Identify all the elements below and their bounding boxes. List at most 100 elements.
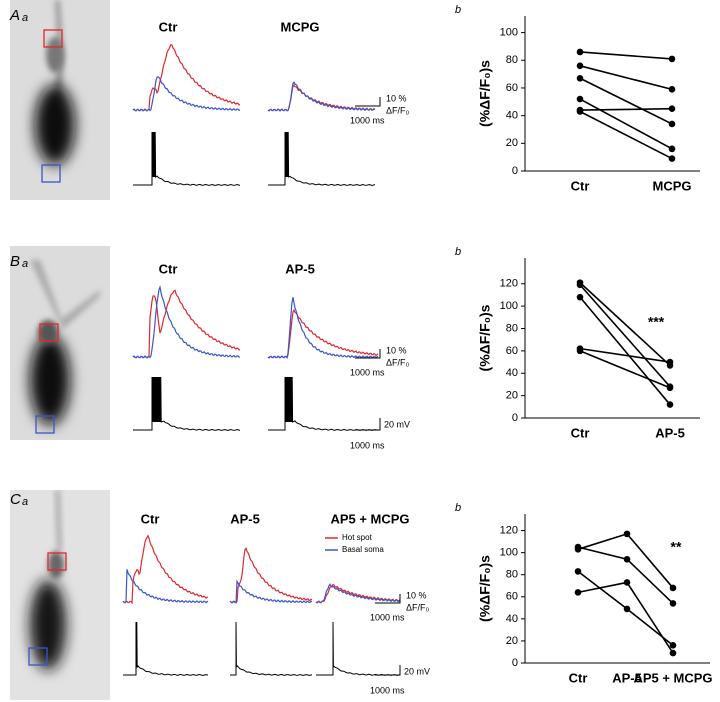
y-tick-label: 40 [506,110,518,122]
voltage-trace [316,621,401,676]
condition-label: AP-5 [230,511,260,526]
y-tick-label: 80 [506,54,518,66]
scale-bar [355,349,381,359]
data-point [576,293,584,301]
data-point [669,649,677,657]
soma-trace [132,76,241,112]
paired-line [577,546,674,604]
soma-trace [267,297,379,360]
condition-label: Ctr [141,511,160,526]
y-tick-label: 0 [512,165,518,177]
y-tick-label: 80 [506,569,518,581]
data-point [666,358,674,366]
x-tick-label: AP-5 [655,425,685,440]
panel-sub: b [455,502,461,514]
data-point [668,145,676,153]
scale-bar [375,665,401,676]
scale-label: ΔF/F₀ [386,105,410,115]
x-tick-label: MCPG [653,178,692,193]
chart: b 0 20 40 60 80 100 120 (%ΔF/F₀)s Ctr AP-5 *** [455,246,700,440]
scale-label: 1000 ms [350,440,385,450]
panel-letter: B [10,253,20,270]
significance: *** [648,314,665,330]
paired-line [579,110,673,160]
data-point [576,108,584,115]
paired-line [579,350,671,389]
soma-trace [267,81,376,112]
condition-label: AP-5 [285,261,315,276]
voltage-trace [268,131,376,186]
scale-bar [355,418,381,431]
scale-label: 1000 ms [350,115,385,125]
data-point [574,546,582,553]
scale-label: ΔF/F₀ [406,602,430,612]
scale-bar [375,594,401,604]
scale-label: 10 % [386,345,407,355]
voltage-trace [230,621,313,676]
hotspot-trace [267,84,376,112]
data-point [576,95,584,103]
y-axis-label: (%ΔF/F₀)s [477,555,493,622]
paired-line [579,282,671,367]
y-tick-label: 120 [500,278,518,290]
data-point [666,384,674,392]
hotspot-trace [122,534,209,605]
data-point [623,605,631,613]
paired-line [579,296,671,406]
condition-label: MCPG [281,19,320,34]
data-point [574,568,582,575]
paired-line [579,65,673,91]
scale-label: 1000 ms [370,685,405,695]
y-tick-label: 40 [506,367,518,379]
panel-sub: b [455,4,461,16]
paired-line [579,98,673,150]
data-point [623,579,631,586]
significance: ** [671,539,682,555]
data-point [623,555,631,563]
soma-trace [122,569,209,604]
y-tick-label: 60 [506,82,518,94]
x-tick-label: Ctr [569,670,588,685]
paired-line [579,51,673,60]
hotspot-trace [132,289,241,359]
data-point [666,401,674,408]
cell-image [10,0,110,200]
data-point [576,281,584,289]
legend-label: Basal soma [342,545,384,554]
condition-label: Ctr [159,261,178,276]
paired-line [579,347,671,363]
cell-image [10,490,110,700]
x-tick-label: AP-5 [612,670,642,685]
cell-image [10,246,110,440]
paired-line [577,581,674,654]
data-point [668,120,676,128]
data-point [669,584,677,592]
y-tick-label: 80 [506,322,518,334]
x-tick-label: AP5 + MCPG [633,670,712,685]
hotspot-trace [315,583,401,604]
data-point [576,62,584,70]
hotspot-trace [229,547,313,604]
y-tick-label: 60 [506,345,518,357]
scale-bar [355,97,381,107]
scale-label: 20 mV [404,666,430,676]
scale-label: ΔF/F₀ [386,357,410,367]
panel-sub: a [22,12,28,24]
hotspot-trace [132,43,241,112]
y-tick-label: 0 [512,412,518,424]
voltage-trace [268,376,379,431]
voltage-trace [123,621,209,676]
y-axis-label: (%ΔF/F₀)s [477,304,493,371]
condition-label: Ctr [159,19,178,34]
data-point [576,74,584,82]
y-tick-label: 20 [506,390,518,402]
data-point [668,86,676,93]
y-tick-label: 20 [506,137,518,149]
soma-trace [229,579,313,604]
panel-letter: C [10,491,21,508]
y-axis-label: (%ΔF/F₀)s [477,60,493,127]
y-tick-label: 40 [506,613,518,625]
chart: b 0 20 40 60 80 100 (%ΔF/F₀)s Ctr MCPG [455,4,700,193]
